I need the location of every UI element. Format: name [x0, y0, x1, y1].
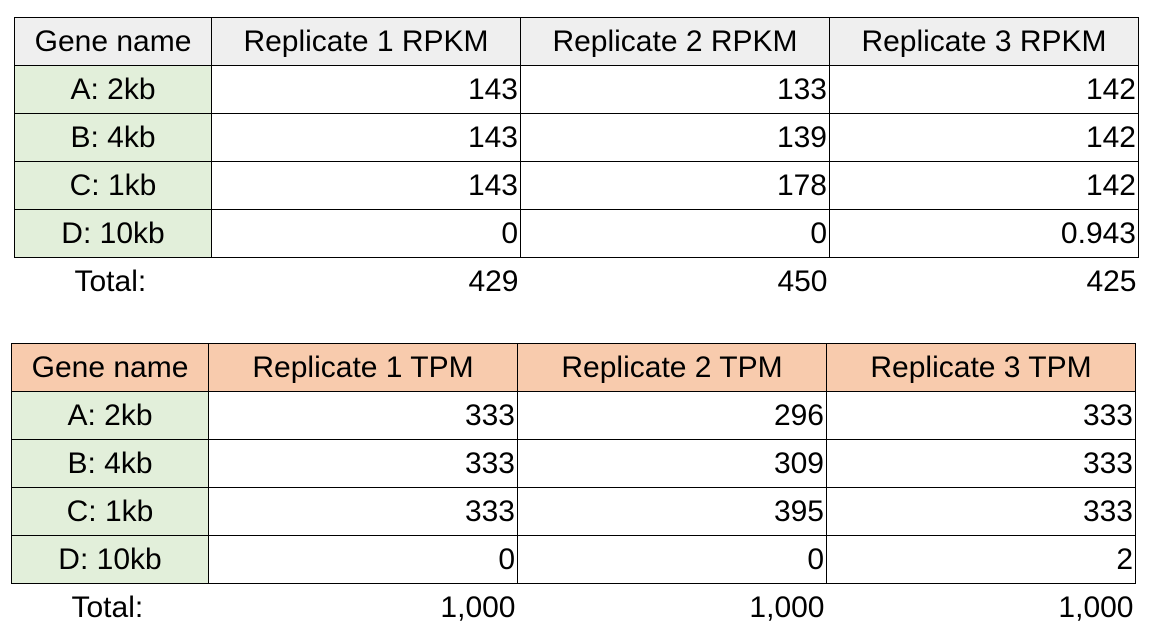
tpm-header-replicate-1: Replicate 1 TPM [208, 343, 518, 392]
value-cell: 133 [520, 65, 830, 114]
total-value: 1,000 [440, 591, 516, 624]
value-cell: 333 [826, 487, 1136, 536]
table-row: D: 10kb 0 0 0.943 [14, 209, 1139, 258]
value-cell: 333 [208, 439, 518, 488]
gene-name-cell: A: 2kb [14, 65, 212, 114]
value-cell: 142 [829, 65, 1139, 114]
total-value: 429 [468, 265, 519, 298]
tpm-header-row: Gene name Replicate 1 TPM Replicate 2 TP… [11, 343, 1136, 392]
total-value: 450 [777, 265, 828, 298]
table-row: A: 2kb 143 133 142 [14, 65, 1139, 114]
value-cell: 0 [208, 535, 518, 584]
gene-name-cell: B: 4kb [11, 439, 209, 488]
value-cell: 333 [826, 391, 1136, 440]
value-cell: 296 [517, 391, 827, 440]
rpkm-header-gene-name: Gene name [14, 17, 212, 66]
value-cell: 0.943 [829, 209, 1139, 258]
table-row: D: 10kb 0 0 2 [11, 535, 1136, 584]
total-value: 1,000 [1058, 591, 1134, 624]
rpkm-header-row: Gene name Replicate 1 RPKM Replicate 2 R… [14, 17, 1139, 66]
total-value: 425 [1086, 265, 1137, 298]
value-cell: 0 [520, 209, 830, 258]
tpm-total-row: Total: 1,000 1,000 1,000 [12, 584, 1136, 633]
gene-name-cell: C: 1kb [11, 487, 209, 536]
rpkm-header-replicate-2: Replicate 2 RPKM [520, 17, 830, 66]
total-value: 1,000 [749, 591, 825, 624]
value-cell: 143 [211, 161, 521, 210]
table-row: C: 1kb 143 178 142 [14, 161, 1139, 210]
gene-name-cell: D: 10kb [11, 535, 209, 584]
value-cell: 0 [211, 209, 521, 258]
tpm-header-replicate-2: Replicate 2 TPM [517, 343, 827, 392]
gene-name-cell: B: 4kb [14, 113, 212, 162]
gene-name-cell: C: 1kb [14, 161, 212, 210]
table-row: A: 2kb 333 296 333 [11, 391, 1136, 440]
value-cell: 178 [520, 161, 830, 210]
gene-name-cell: D: 10kb [14, 209, 212, 258]
table-row: B: 4kb 333 309 333 [11, 439, 1136, 488]
value-cell: 2 [826, 535, 1136, 584]
rpkm-header-replicate-1: Replicate 1 RPKM [211, 17, 521, 66]
value-cell: 143 [211, 65, 521, 114]
value-cell: 139 [520, 113, 830, 162]
value-cell: 0 [517, 535, 827, 584]
value-cell: 142 [829, 161, 1139, 210]
rpkm-table: Gene name Replicate 1 RPKM Replicate 2 R… [14, 17, 1139, 306]
value-cell: 309 [517, 439, 827, 488]
rpkm-total-row: Total: 429 450 425 [15, 258, 1139, 307]
gene-name-cell: A: 2kb [11, 391, 209, 440]
value-cell: 333 [208, 487, 518, 536]
total-label: Total: [71, 591, 144, 624]
tpm-header-gene-name: Gene name [11, 343, 209, 392]
value-cell: 142 [829, 113, 1139, 162]
rpkm-header-replicate-3: Replicate 3 RPKM [829, 17, 1139, 66]
total-label: Total: [74, 265, 147, 298]
value-cell: 395 [517, 487, 827, 536]
value-cell: 333 [208, 391, 518, 440]
value-cell: 333 [826, 439, 1136, 488]
table-row: C: 1kb 333 395 333 [11, 487, 1136, 536]
value-cell: 143 [211, 113, 521, 162]
tpm-header-replicate-3: Replicate 3 TPM [826, 343, 1136, 392]
table-row: B: 4kb 143 139 142 [14, 113, 1139, 162]
tpm-table: Gene name Replicate 1 TPM Replicate 2 TP… [11, 343, 1136, 632]
